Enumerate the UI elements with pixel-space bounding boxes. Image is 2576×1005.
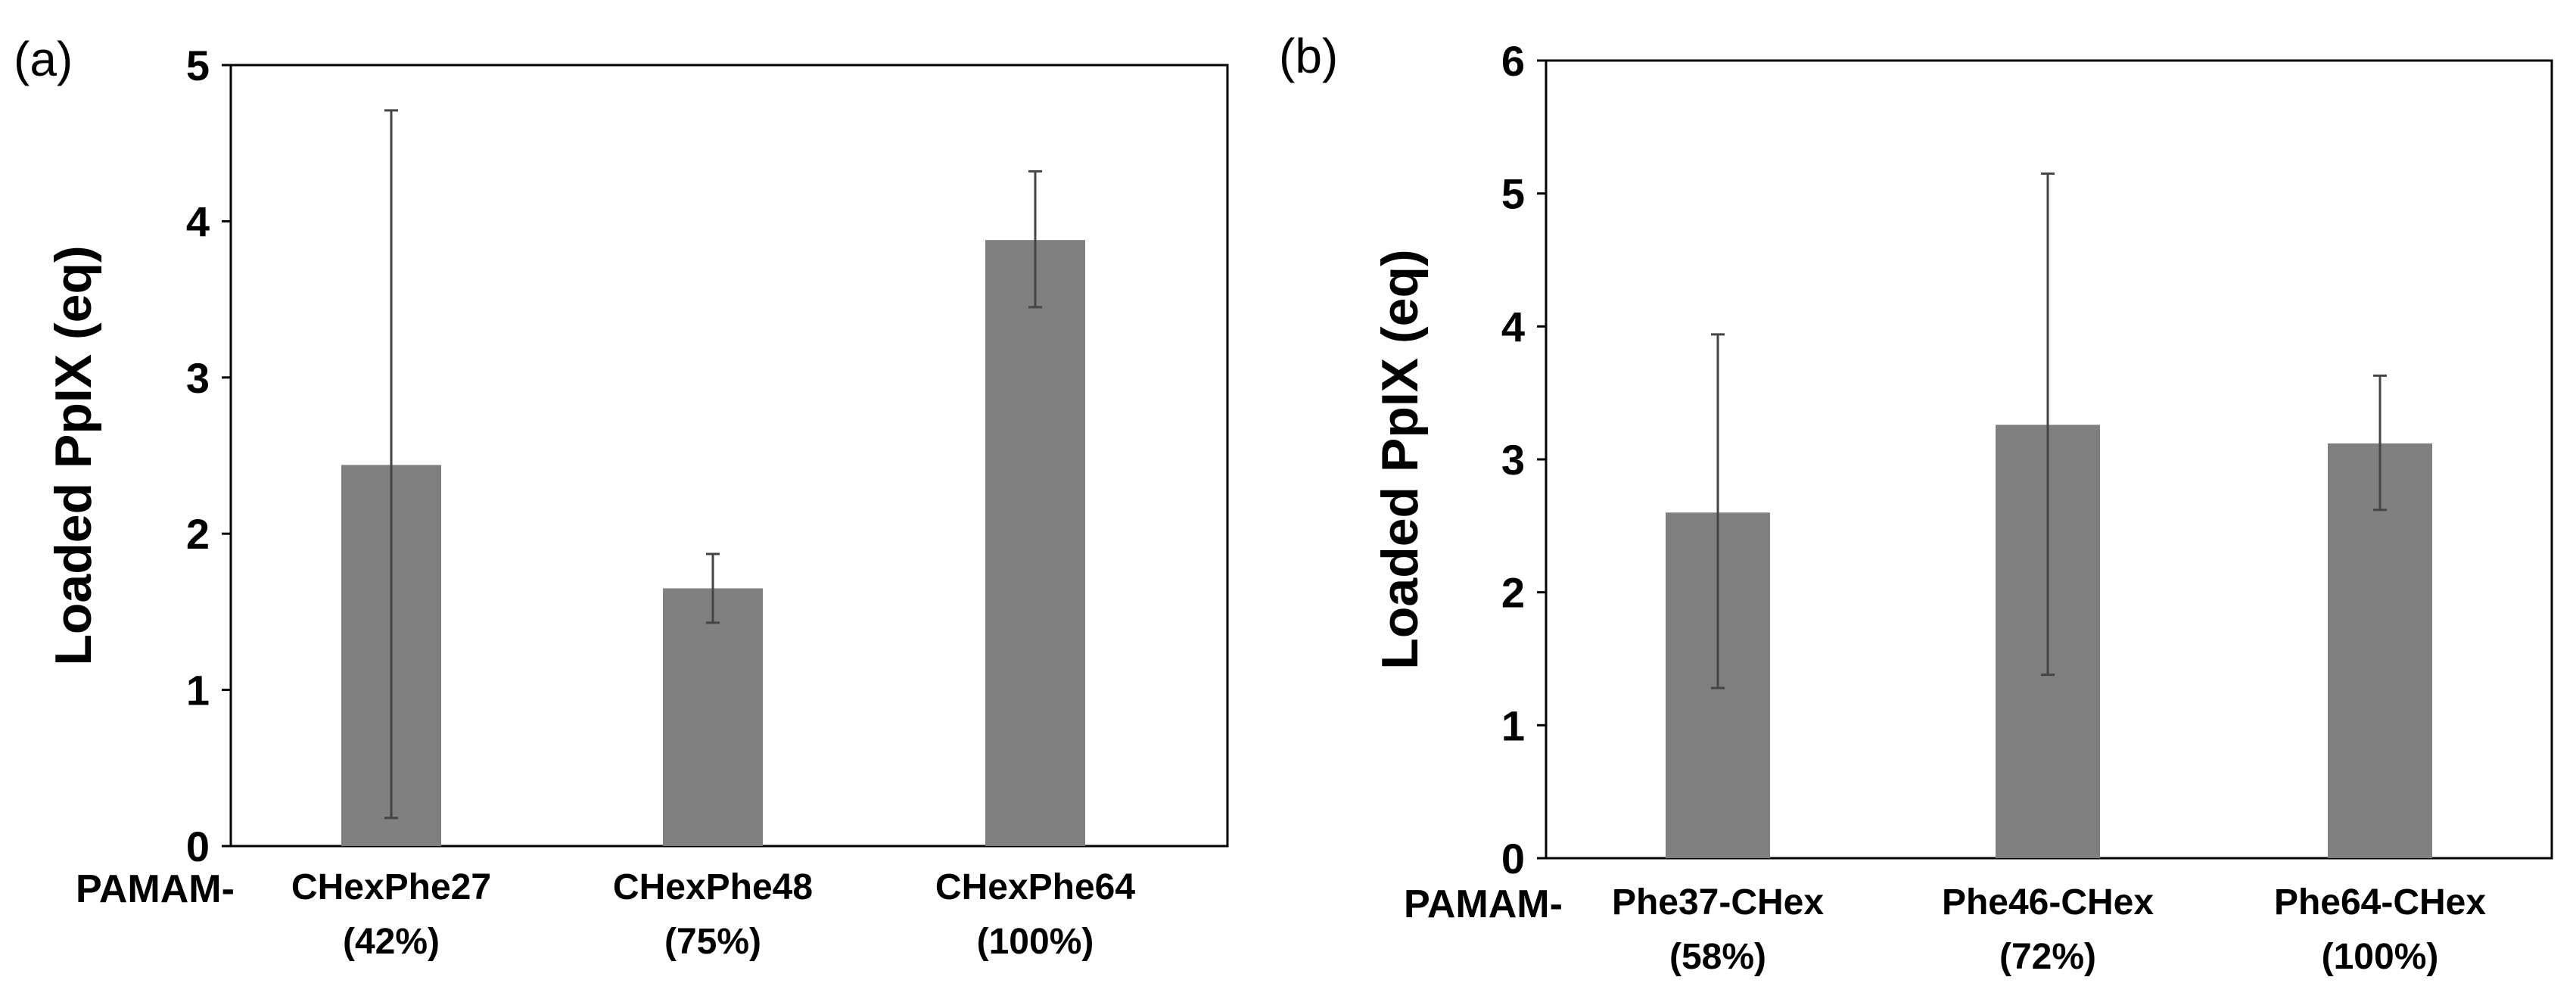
category-percent: (100%) xyxy=(2322,937,2439,977)
bar-CHexPhe64 xyxy=(985,240,1085,847)
bar-CHexPhe48 xyxy=(663,588,763,846)
y-tick-label: 1 xyxy=(186,667,210,714)
panel-label: (b) xyxy=(1279,29,1338,83)
category-label: CHexPhe64 xyxy=(935,867,1135,907)
y-axis-label: Loaded PpIX (eq) xyxy=(1371,249,1429,669)
y-tick-label: 1 xyxy=(1501,702,1525,749)
y-tick-label: 6 xyxy=(1501,37,1525,85)
category-label: CHexPhe48 xyxy=(613,867,813,907)
category-percent: (75%) xyxy=(664,922,761,962)
y-tick-label: 3 xyxy=(186,354,210,402)
y-tick-label: 3 xyxy=(1501,436,1525,484)
panel-label: (a) xyxy=(14,32,73,86)
category-label: Phe37-CHex xyxy=(1612,882,1824,923)
chart-panel-a: (a) 0 1 2 3 4 5 Loaded PpIX (eq) CHexPhe27 (42%) C… xyxy=(14,32,1229,962)
category-label: Phe46-CHex xyxy=(1942,882,2154,923)
y-tick-label: 2 xyxy=(186,510,210,558)
y-tick-label: 2 xyxy=(1501,569,1525,617)
category-percent: (72%) xyxy=(1999,937,2096,977)
chart-panel-b: (b) 0 1 2 3 4 5 6 Loaded PpIX (eq) Phe37-CHex (58%… xyxy=(1279,29,2553,977)
y-tick-label: 5 xyxy=(186,42,210,89)
category-percent: (42%) xyxy=(343,922,440,962)
x-prefix-label: PAMAM- xyxy=(1404,882,1563,926)
y-tick-label: 4 xyxy=(1501,303,1525,350)
x-prefix-label: PAMAM- xyxy=(76,867,235,911)
y-tick-label: 4 xyxy=(186,198,210,245)
category-label: CHexPhe27 xyxy=(291,867,491,907)
category-percent: (58%) xyxy=(1669,937,1766,977)
category-label: Phe64-CHex xyxy=(2274,882,2486,923)
category-percent: (100%) xyxy=(977,922,1094,962)
bar-Phe64-CHex xyxy=(2328,443,2432,858)
y-tick-label: 0 xyxy=(186,823,210,870)
y-axis-label: Loaded PpIX (eq) xyxy=(45,245,102,665)
y-tick-label: 5 xyxy=(1501,170,1525,218)
y-tick-label: 0 xyxy=(1501,835,1525,882)
